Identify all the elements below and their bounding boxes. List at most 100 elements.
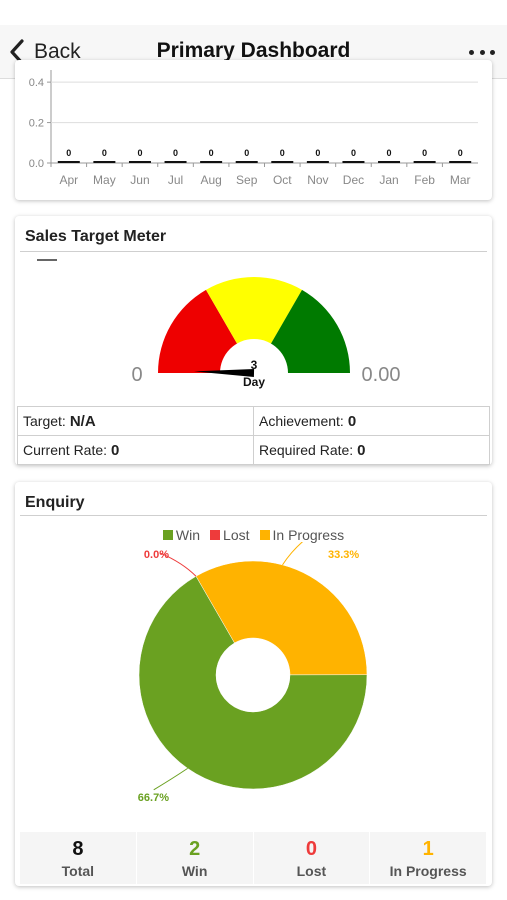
more-dot	[490, 49, 495, 55]
stat-in-progress[interactable]: 1 In Progress	[370, 832, 487, 884]
x-tick-label: Nov	[307, 173, 328, 187]
back-button[interactable]: Back	[8, 37, 81, 67]
title-divider	[20, 515, 487, 516]
gauge-center-value: 3	[251, 358, 258, 372]
gauge-needle	[194, 369, 255, 377]
bar-data-label: 0	[244, 148, 249, 158]
legend-label: Win	[175, 527, 201, 543]
gauge-card-title: Sales Target Meter	[25, 228, 167, 245]
stat-win[interactable]: 2 Win	[136, 832, 254, 884]
bar-data-label: 0	[458, 148, 463, 158]
legend-item-in-progress[interactable]: In Progress	[259, 527, 345, 543]
x-tick-label: Mar	[450, 173, 471, 187]
x-tick-label: Aug	[200, 173, 221, 187]
stat-label: Total	[61, 863, 95, 879]
enquiry-donut-chart: 33.3% 0.0% 66.7%	[138, 542, 368, 804]
x-tick-label: Jul	[168, 173, 183, 187]
y-tick-label: 0.0	[29, 158, 44, 170]
monthly-bar-chart: 0.0 0.2 0.4 0 Apr 0 May 0 Jun 0 Jul 0 Aug 0 Sep 0 Oct 0 No…	[29, 70, 478, 187]
bar-data-label: 0	[280, 148, 285, 158]
current-rate-label: Current Rate:	[23, 441, 108, 458]
data-label-leader	[160, 552, 197, 577]
bar-jun	[128, 161, 151, 163]
legend-swatch	[162, 530, 173, 540]
x-tick-label: Dec	[343, 173, 364, 187]
bar-feb	[413, 161, 436, 163]
legend-swatch	[259, 530, 270, 540]
donut-slice-win	[138, 575, 368, 790]
achievement-value: 0	[347, 412, 357, 430]
required-rate-label: Required Rate:	[259, 441, 354, 458]
data-label-leader	[153, 767, 188, 791]
stat-value: 2	[189, 838, 201, 860]
x-tick-label: Feb	[414, 173, 435, 187]
bar-data-label: 0	[173, 148, 178, 158]
bar-apr	[57, 161, 80, 163]
bar-data-label: 0	[137, 148, 142, 158]
donut-slice-in-progress	[195, 560, 368, 676]
achievement-label: Achievement:	[259, 412, 344, 429]
legend-item-win[interactable]: Win	[162, 527, 201, 543]
bar-may	[93, 161, 116, 163]
sales-target-gauge: 3 Day 0 0.00	[37, 259, 401, 406]
stat-value: 8	[72, 838, 84, 860]
bar-data-label: 0	[315, 148, 320, 158]
gauge-min-label: 0	[131, 364, 142, 386]
bar-data-label: 0	[422, 148, 427, 158]
stat-lost[interactable]: 0 Lost	[253, 832, 371, 884]
gauge-segment-mid	[206, 277, 302, 348]
target-label: Target:	[23, 412, 66, 429]
title-divider	[20, 251, 487, 252]
x-tick-label: Apr	[59, 173, 78, 187]
x-tick-label: Sep	[236, 173, 258, 187]
current-rate-value: 0	[111, 441, 120, 459]
more-options-button[interactable]	[469, 41, 495, 63]
bar-data-label: 0	[351, 148, 356, 158]
legend-label: Lost	[223, 527, 250, 543]
data-label-leader	[282, 542, 304, 566]
stat-label: Lost	[296, 863, 327, 879]
back-label: Back	[34, 40, 81, 63]
required-rate-cell: Required Rate: 0	[253, 435, 490, 465]
x-tick-label: Jun	[130, 173, 149, 187]
current-rate-cell: Current Rate: 0	[17, 435, 254, 465]
page-title: Primary Dashboard	[156, 39, 351, 62]
chevron-left-icon	[10, 39, 24, 65]
bar-data-label: 0	[102, 148, 107, 158]
achievement-cell: Achievement: 0	[253, 406, 490, 436]
enquiry-stats: 8 Total 2 Win 0 Lost 1 In Progress	[20, 832, 487, 884]
stat-label: In Progress	[389, 863, 467, 879]
stat-label: Win	[181, 863, 208, 879]
sales-target-meter-card: Sales Target Meter 3 Day 0 0.00 Target: N…	[15, 216, 492, 465]
bar-data-label: 0	[66, 148, 71, 158]
stat-total[interactable]: 8 Total	[20, 832, 137, 884]
target-info-table: Target: N/A Achievement: 0 Current Rate: 0 …	[17, 406, 490, 465]
bar-sep	[235, 161, 258, 163]
legend-swatch	[210, 530, 221, 540]
bar-jan	[378, 161, 401, 163]
data-label-in-progress: 33.3%	[328, 549, 359, 561]
bar-data-label: 0	[387, 148, 392, 158]
bar-mar	[449, 161, 472, 163]
required-rate-value: 0	[357, 441, 366, 459]
enquiry-legend: Win Lost In Progress	[15, 527, 492, 543]
stat-value: 1	[422, 838, 434, 860]
legend-label: In Progress	[272, 527, 345, 543]
target-value: N/A	[69, 412, 96, 430]
gauge-segment-high	[269, 289, 350, 373]
target-cell: Target: N/A	[17, 406, 254, 436]
legend-item-lost[interactable]: Lost	[210, 527, 250, 543]
enquiry-card-title: Enquiry	[25, 494, 85, 511]
bar-dec	[342, 161, 365, 163]
y-tick-label: 0.4	[29, 77, 44, 89]
y-tick-label: 0.2	[29, 118, 44, 130]
data-label-win: 66.7%	[138, 792, 169, 804]
gauge-segment-low	[158, 289, 239, 373]
more-horizontal-icon	[469, 49, 474, 55]
bar-oct	[271, 161, 294, 163]
data-label-lost: 0.0%	[144, 549, 169, 561]
x-tick-label: May	[93, 173, 116, 187]
gauge-max-label: 0.00	[362, 364, 401, 386]
x-tick-label: Oct	[273, 173, 292, 187]
bar-nov	[306, 161, 329, 163]
